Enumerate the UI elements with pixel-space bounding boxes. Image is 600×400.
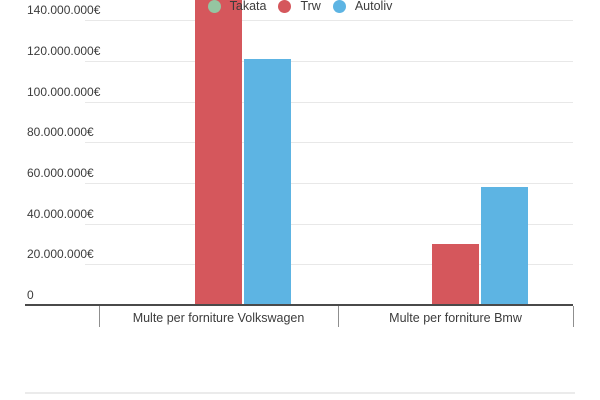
gridline bbox=[85, 20, 573, 22]
y-axis-label: 140.000.000€ bbox=[27, 3, 101, 18]
legend-label-trw: Trw bbox=[300, 0, 321, 14]
y-axis-label: 0 bbox=[27, 288, 34, 302]
x-axis-tick bbox=[338, 306, 339, 327]
gridline bbox=[85, 142, 573, 144]
x-axis-line bbox=[25, 304, 573, 306]
legend-item-autoliv: Autoliv bbox=[332, 0, 393, 14]
footer-divider bbox=[25, 392, 575, 394]
y-axis-label: 40.000.000€ bbox=[27, 206, 94, 221]
bar-trw-volkswagen bbox=[195, 0, 242, 305]
bar-trw-bmw bbox=[432, 244, 479, 305]
y-axis-label: 20.000.000€ bbox=[27, 247, 94, 262]
y-axis-label: 120.000.000€ bbox=[27, 44, 101, 59]
legend-label-autoliv: Autoliv bbox=[354, 0, 393, 14]
legend-swatch-autoliv bbox=[332, 0, 346, 13]
legend-item-trw: Trw bbox=[278, 0, 321, 14]
gridline bbox=[85, 61, 573, 62]
x-axis-category-label: Multe per forniture Volkswagen bbox=[132, 311, 305, 325]
legend-label-takata: Takata bbox=[229, 0, 267, 14]
x-axis-tick bbox=[573, 306, 574, 327]
y-axis-label: 60.000.000€ bbox=[27, 166, 94, 181]
legend-swatch-takata bbox=[207, 0, 221, 13]
x-axis-category-label: Multe per forniture Bmw bbox=[389, 311, 522, 325]
legend: Takata Trw Autoliv bbox=[0, 0, 600, 13]
legend-item-takata: Takata bbox=[207, 0, 267, 14]
y-axis-label: 80.000.000€ bbox=[27, 125, 94, 140]
y-axis-label: 100.000.000€ bbox=[27, 84, 101, 99]
bar-autoliv-bmw bbox=[481, 187, 528, 305]
gridline bbox=[85, 264, 573, 266]
bar-autoliv-volkswagen bbox=[244, 58, 291, 305]
gridline bbox=[85, 183, 573, 184]
gridline bbox=[85, 223, 573, 225]
legend-swatch-trw bbox=[278, 0, 292, 13]
x-axis-tick bbox=[99, 306, 100, 327]
gridline bbox=[85, 101, 573, 103]
